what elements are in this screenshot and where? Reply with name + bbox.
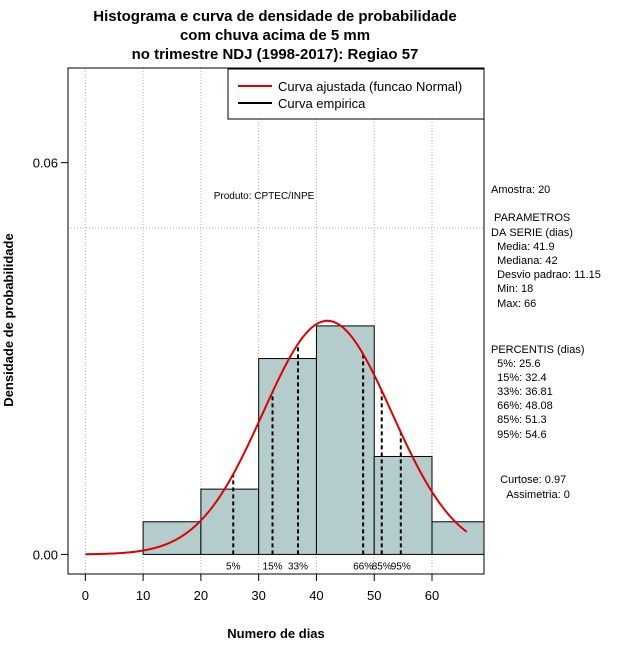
stat-line-7: Max: 66 — [491, 298, 536, 310]
normal-curve — [85, 319, 468, 556]
histogram-bars — [142, 325, 485, 555]
stat-line-2: DA SERIE (dias) — [491, 227, 573, 239]
legend-label-empirical: Curva empirica — [278, 96, 366, 111]
product-annotation: Produto: CPTEC/INPE — [214, 191, 315, 202]
stat-line-10: 15%: 32.4 — [491, 372, 547, 384]
stat-line-11: 33%: 36.81 — [491, 386, 553, 398]
legend: Curva ajustada (funcao Normal) Curva emp… — [227, 68, 485, 120]
percentile-label-5: 95% — [391, 561, 411, 572]
x-axis-title: Numero de dias — [227, 626, 325, 641]
stat-line-5: Desvio padrao: 11.15 — [491, 269, 601, 281]
x-tick-label-5: 50 — [367, 588, 381, 603]
histogram-bar-2 — [258, 358, 317, 555]
stat-line-8: PERCENTIS (dias) — [491, 344, 585, 356]
axes: 0 10 20 30 40 50 60 0.00 0.06 — [33, 156, 440, 603]
legend-box — [227, 68, 485, 120]
normal-curve-path — [85, 319, 468, 556]
percentile-label-2: 33% — [288, 561, 308, 572]
legend-label-normal: Curva ajustada (funcao Normal) — [278, 79, 462, 94]
stat-line-4: Mediana: 42 — [491, 255, 558, 267]
stat-line-12: 66%: 48.08 — [491, 400, 553, 412]
x-tick-label-1: 10 — [136, 588, 150, 603]
stat-line-3: Media: 41.9 — [491, 241, 555, 253]
histogram-bar-4 — [373, 455, 433, 555]
percentile-label-4: 85% — [372, 561, 392, 572]
stat-line-13: 85%: 51.3 — [491, 414, 547, 426]
percentile-label-0: 5% — [226, 561, 241, 572]
histogram-bar-5 — [431, 521, 485, 555]
chart-title-line-3: no trimestre NDJ (1998-2017): Regiao 57 — [132, 46, 419, 63]
percentile-label-3: 66% — [353, 561, 373, 572]
stat-line-15: Curtose: 0.97 — [491, 474, 566, 486]
stat-line-9: 5%: 25.6 — [491, 358, 541, 370]
y-axis-title: Densidade de probabilidade — [1, 233, 16, 406]
stat-line-6: Min: 18 — [491, 283, 533, 295]
x-tick-label-0: 0 — [82, 588, 89, 603]
percentile-label-1: 15% — [263, 561, 283, 572]
histogram-bar-1 — [200, 488, 260, 555]
y-tick-label-1: 0.06 — [33, 156, 58, 171]
stat-line-0: Amostra: 20 — [491, 184, 550, 196]
x-tick-label-4: 40 — [309, 588, 323, 603]
y-tick-label-0: 0.00 — [33, 547, 58, 562]
histogram-bar-3 — [315, 325, 375, 555]
chart-title-line-2: com chuva acima de 5 mm — [180, 27, 370, 44]
stat-line-16: Assimetria: 0 — [491, 489, 570, 501]
x-tick-label-2: 20 — [194, 588, 208, 603]
percentile-lines: 5% 15% 33% 66%85% 95% — [226, 343, 411, 572]
stat-line-1: PARAMETROS — [491, 212, 570, 224]
x-tick-label-3: 30 — [251, 588, 265, 603]
grid — [68, 68, 484, 574]
x-tick-label-6: 60 — [425, 588, 439, 603]
stat-line-14: 95%: 54.6 — [491, 429, 547, 441]
statistics-panel: Amostra: 20 PARAMETROS DA SERIE (dias) Me… — [491, 184, 601, 501]
chart-title-line-1: Histograma e curva de densidade de proba… — [93, 8, 456, 25]
